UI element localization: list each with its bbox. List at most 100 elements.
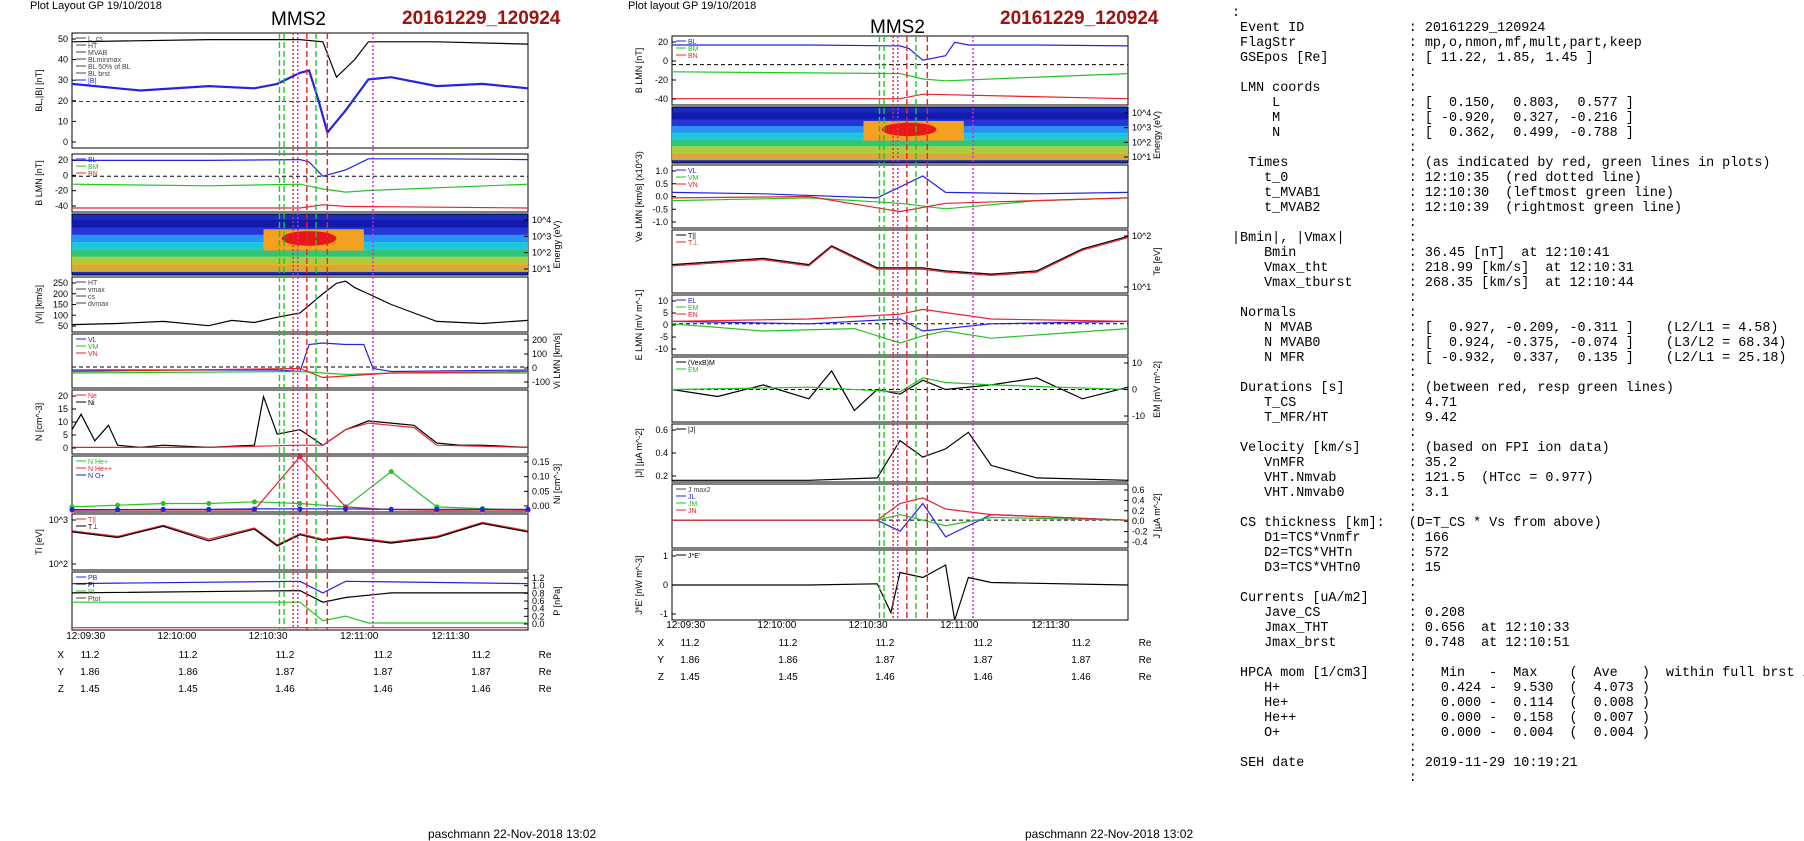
position-value: 1.45 <box>80 684 100 695</box>
legend-label: VM <box>88 344 99 351</box>
summary-line: : <box>1232 576 1417 591</box>
y-tick-label: 0 <box>663 320 668 330</box>
position-value: 1.46 <box>1071 672 1091 683</box>
summary-line: : <box>1232 771 1417 786</box>
y-axis-label: N [cm^-3] <box>34 403 44 441</box>
summary-line: : <box>1232 141 1417 156</box>
legend-label: MVAB <box>88 50 108 57</box>
panel-M7: 0.6 0.4 0.2 |J| [µA m^-2] |J| <box>634 423 1129 483</box>
y-tick-label: 30 <box>58 75 68 85</box>
series-line <box>71 183 529 193</box>
legend-label: VN <box>688 182 698 189</box>
spectrogram-peak <box>281 231 337 246</box>
y-tick-label: 150 <box>53 300 68 310</box>
y-tick-label: 0 <box>663 56 668 66</box>
summary-line: : <box>1232 66 1417 81</box>
time-tick-label: 12:11:30 <box>1031 620 1070 631</box>
y-tick-label: 100 <box>532 349 547 359</box>
series-line <box>671 175 1129 199</box>
summary-line: D3=TCS*VHTn0 : 15 <box>1232 561 1441 576</box>
time-tick-label: 12:11:00 <box>940 620 979 631</box>
position-value: 1.86 <box>680 655 700 666</box>
series-marker <box>160 501 166 507</box>
series-line <box>71 521 529 546</box>
panel-frame <box>71 333 529 389</box>
summary-line: : <box>1232 366 1417 381</box>
y-tick-label: 1.0 <box>532 581 545 591</box>
y-tick-label: 20 <box>58 96 68 106</box>
y-tick-label: 20 <box>58 155 68 165</box>
legend-label: HT <box>88 280 98 287</box>
position-unit: Re <box>1139 672 1152 683</box>
summary-line: : <box>1232 651 1417 666</box>
position-value: 1.46 <box>973 672 993 683</box>
position-value: 1.86 <box>778 655 798 666</box>
plot-root: 200-20-40B LMN [nT]BLBMBN10^410^310^210^… <box>634 35 1162 683</box>
legend-label: T⊥ <box>88 524 98 531</box>
position-value: 11.2 <box>779 638 798 649</box>
legend-label: PB <box>88 575 98 582</box>
summary-line: VnMFR : 35.2 <box>1232 456 1457 471</box>
y-tick-label: 10 <box>1132 358 1142 368</box>
y-tick-label: 200 <box>53 289 68 299</box>
y-tick-label: 0.10 <box>532 472 550 482</box>
legend-label: EM <box>688 305 699 312</box>
y-axis-label: Energy (eV) <box>1152 111 1162 159</box>
series-line <box>671 323 1129 344</box>
series-marker <box>343 506 349 512</box>
position-row-label: Y <box>657 655 664 666</box>
panel-frame <box>71 389 529 455</box>
legend-label: |J| <box>688 427 695 434</box>
time-tick-label: 12:09:30 <box>66 631 105 642</box>
series-line <box>672 497 1129 521</box>
series-marker <box>297 501 303 507</box>
panel-frame <box>671 164 1129 229</box>
series-line <box>72 342 529 373</box>
y-axis-label: Vi LMN [km/s] <box>552 333 562 389</box>
position-unit: Re <box>539 667 552 678</box>
position-value: 1.46 <box>373 684 393 695</box>
series-line <box>671 71 1129 82</box>
time-tick-label: 12:10:30 <box>849 620 888 631</box>
legend-label: N He+ <box>88 459 108 466</box>
y-axis-label: B LMN [nT] <box>34 160 44 206</box>
summary-line: Velocity [km/s] : (based on FPI ion data… <box>1232 441 1610 456</box>
y-tick-label: -0.4 <box>1132 537 1148 547</box>
y-axis-label: J*E' [nW m^-3] <box>634 556 644 615</box>
y-tick-label: 1.2 <box>532 573 545 583</box>
position-unit: Re <box>539 650 552 661</box>
legend-label: T|| <box>88 517 96 524</box>
position-unit: Re <box>1139 655 1152 666</box>
y-axis-label: |J| [µA m^-2] <box>634 428 644 478</box>
position-value: 1.87 <box>373 667 393 678</box>
series-line <box>671 195 1129 213</box>
position-row-label: X <box>657 638 664 649</box>
y-tick-label: 10^3 <box>49 515 68 525</box>
legend-label: vmax <box>88 287 105 294</box>
summary-line: D1=TCS*Vnmfr : 166 <box>1232 531 1449 546</box>
y-tick-label: 10^2 <box>49 559 68 569</box>
legend-label: JL <box>688 494 696 501</box>
panel-M6: 10 0 -10 EM [mV m^-2] (VexB)MEM <box>671 356 1162 423</box>
spectrogram-band <box>672 112 1128 120</box>
series-marker <box>479 506 485 512</box>
legend-label: VN <box>88 351 98 358</box>
series-line <box>72 158 529 177</box>
left-event-label: 20161229_120924 <box>402 8 561 29</box>
y-tick-label: 5 <box>63 430 68 440</box>
position-value: 11.2 <box>974 638 993 649</box>
position-row-label: Z <box>58 684 64 695</box>
position-value: 1.46 <box>275 684 295 695</box>
y-tick-label: 20 <box>58 391 68 401</box>
summary-line: Jmax_brst : 0.748 at 12:10:51 <box>1232 636 1570 651</box>
series-marker <box>206 501 212 507</box>
y-tick-label: 10 <box>58 417 68 427</box>
y-tick-label: 0.2 <box>532 611 545 621</box>
summary-line: H+ : 0.424 - 9.530 ( 4.073 ) <box>1232 681 1650 696</box>
legend-label: BL 50% of BL <box>88 64 131 71</box>
